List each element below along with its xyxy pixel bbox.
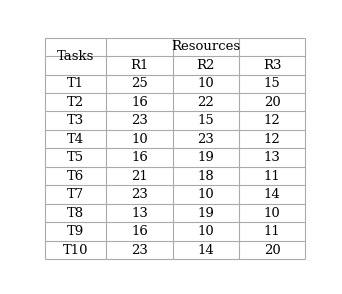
Text: 10: 10 <box>197 188 214 201</box>
Text: T3: T3 <box>67 114 84 127</box>
Text: T7: T7 <box>67 188 84 201</box>
Text: Tasks: Tasks <box>57 49 95 63</box>
Text: T9: T9 <box>67 225 84 238</box>
Text: R2: R2 <box>197 59 215 72</box>
Text: T1: T1 <box>67 77 84 90</box>
Text: 15: 15 <box>264 77 280 90</box>
Text: 12: 12 <box>264 114 280 127</box>
Text: T6: T6 <box>67 170 84 183</box>
Text: R3: R3 <box>263 59 281 72</box>
Text: T2: T2 <box>67 96 84 109</box>
Text: 16: 16 <box>131 225 148 238</box>
Text: 14: 14 <box>264 188 280 201</box>
Text: 15: 15 <box>197 114 214 127</box>
Text: 10: 10 <box>131 133 148 146</box>
Text: 16: 16 <box>131 151 148 164</box>
Text: 11: 11 <box>264 225 280 238</box>
Text: 16: 16 <box>131 96 148 109</box>
Text: 13: 13 <box>131 207 148 220</box>
Text: T8: T8 <box>67 207 84 220</box>
Text: 10: 10 <box>197 77 214 90</box>
Text: 19: 19 <box>197 151 214 164</box>
Text: T4: T4 <box>67 133 84 146</box>
Text: 13: 13 <box>264 151 280 164</box>
Text: Resources: Resources <box>171 40 240 53</box>
Text: 23: 23 <box>131 114 148 127</box>
Text: 12: 12 <box>264 133 280 146</box>
Text: 20: 20 <box>264 244 280 257</box>
Text: 25: 25 <box>131 77 148 90</box>
Text: 23: 23 <box>131 244 148 257</box>
Text: 10: 10 <box>264 207 280 220</box>
Text: 20: 20 <box>264 96 280 109</box>
Text: 19: 19 <box>197 207 214 220</box>
Text: 21: 21 <box>131 170 148 183</box>
Text: T10: T10 <box>63 244 89 257</box>
Text: 23: 23 <box>131 188 148 201</box>
Text: 22: 22 <box>197 96 214 109</box>
Text: 14: 14 <box>197 244 214 257</box>
Text: 23: 23 <box>197 133 214 146</box>
Text: T5: T5 <box>67 151 84 164</box>
Text: 11: 11 <box>264 170 280 183</box>
Text: 18: 18 <box>197 170 214 183</box>
Text: 10: 10 <box>197 225 214 238</box>
Text: R1: R1 <box>130 59 149 72</box>
